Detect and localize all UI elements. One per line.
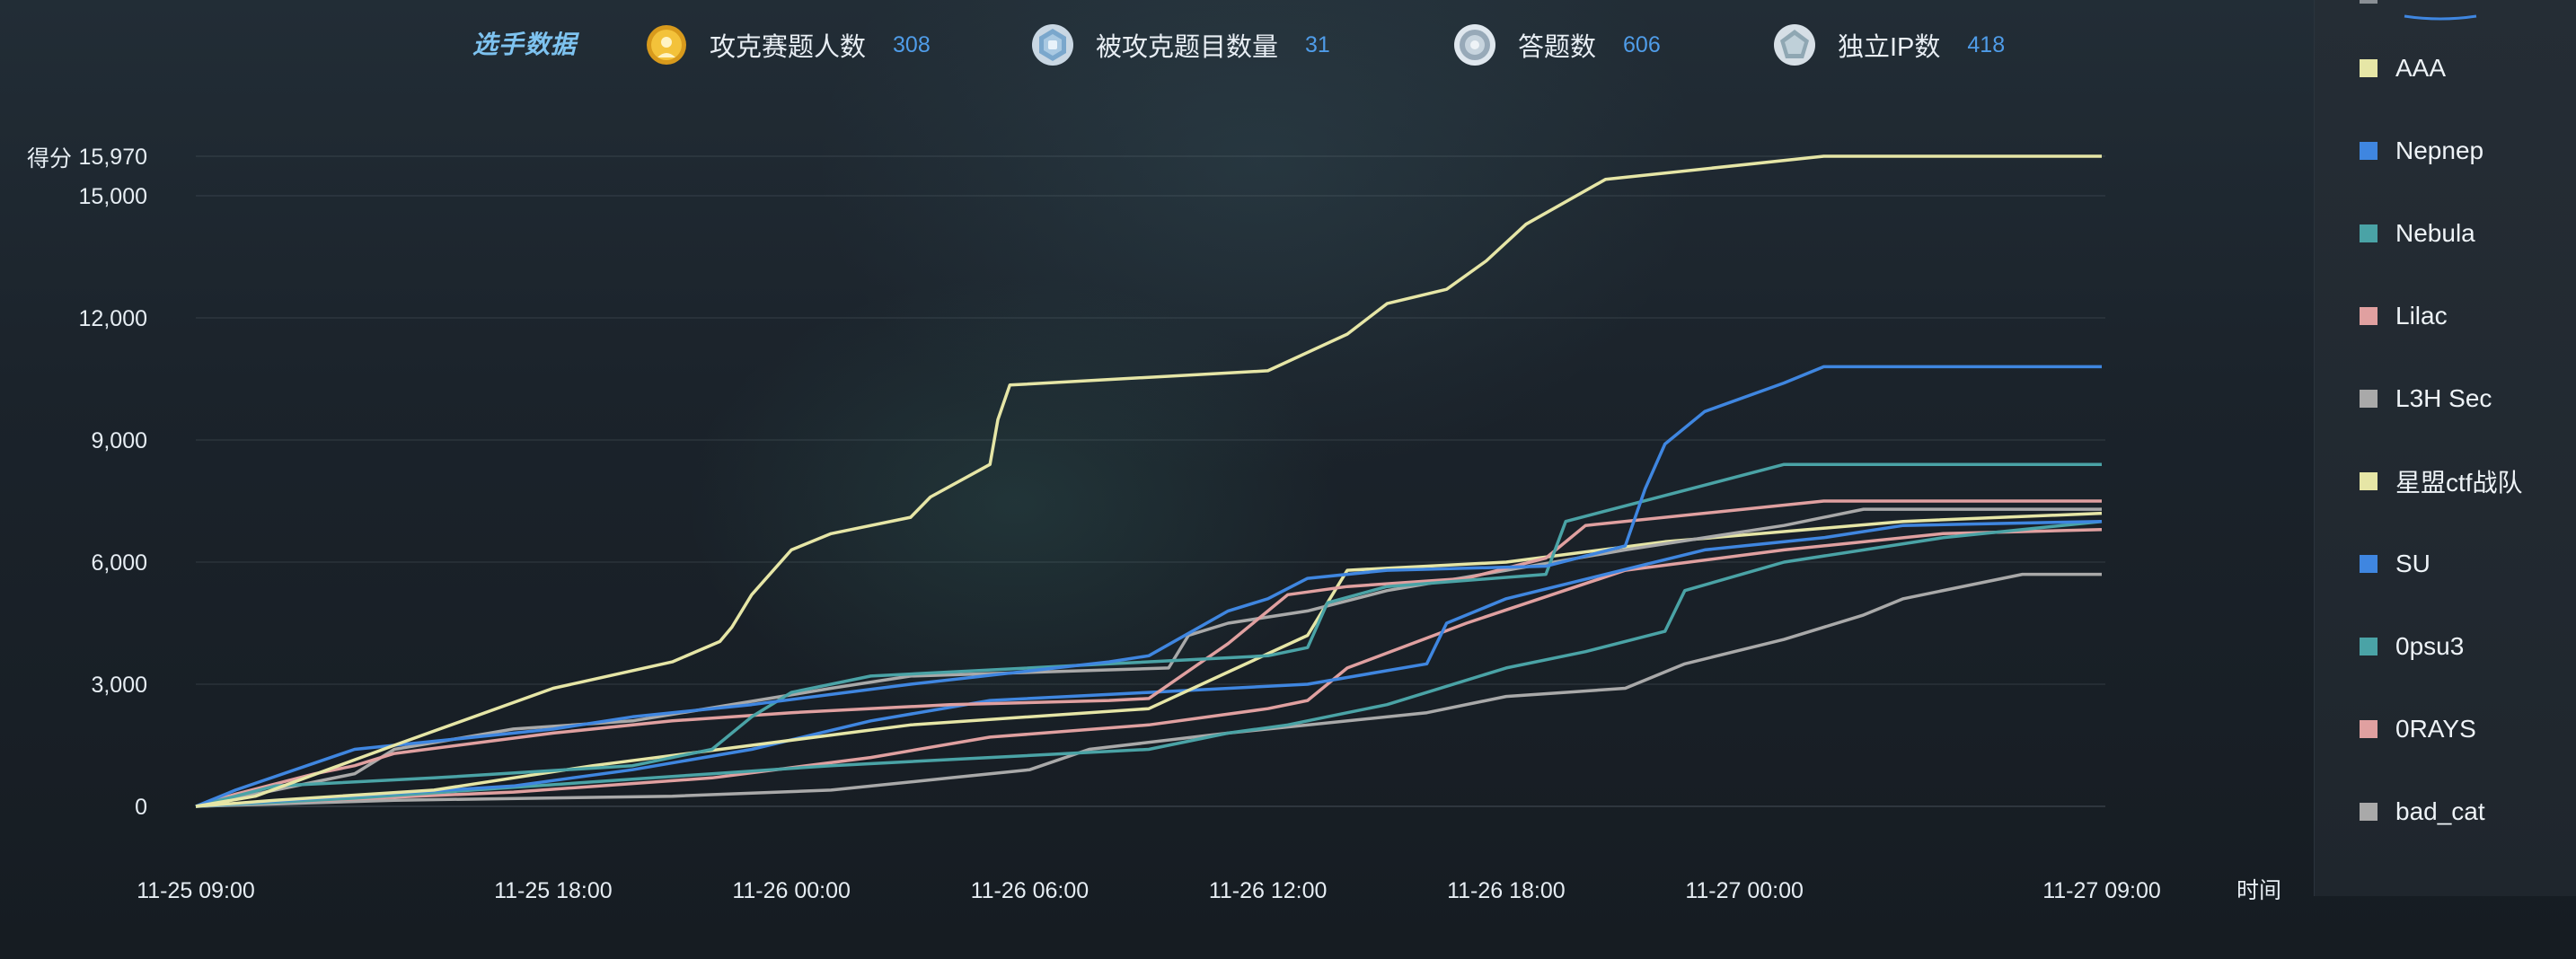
legend-swatch [2360, 720, 2378, 738]
stat-value: 606 [1623, 31, 1661, 57]
series-line-星盟ctf战队 [195, 511, 2103, 808]
y-tick-label: 9,000 [91, 428, 147, 453]
series-line-AAA [195, 154, 2102, 808]
stat-answers: 答题数 606 [1453, 20, 1661, 70]
y-tick-label: 3,000 [91, 673, 147, 698]
legend-label: Nebula [2395, 219, 2475, 247]
stat-label: 答题数 [1518, 33, 1597, 62]
series-line-Lilac [195, 499, 2102, 808]
stat-value: 418 [1967, 31, 2006, 57]
pentagon-badge-icon [1774, 24, 1815, 66]
stats-title: 选手数据 [472, 31, 578, 58]
x-tick-label: 11-26 06:00 [971, 878, 1090, 903]
chart-series [195, 154, 2103, 808]
x-tick-label: 11-27 09:00 [2042, 878, 2161, 903]
gold-medal-icon [647, 25, 686, 65]
legend-label: Lilac [2395, 302, 2448, 330]
stat-solvers: 攻克赛题人数 308 [645, 20, 931, 70]
y-axis-label: 得分 [27, 146, 72, 172]
series-line-bad_cat [195, 572, 2102, 808]
legend-item[interactable]: bad_cat [2360, 794, 2485, 830]
series-line-Nepnep [195, 365, 2102, 808]
legend-label: L3H Sec [2395, 384, 2492, 412]
y-tick-label: 12,000 [79, 306, 147, 331]
legend-swatch [2360, 472, 2378, 490]
legend-item[interactable]: Nepnep [2360, 133, 2483, 169]
series-line-Nebula [195, 462, 2102, 808]
stat-label: 被攻克题目数量 [1096, 33, 1279, 62]
x-axis-label: 时间 [2236, 878, 2281, 903]
y-tick-label: 15,970 [79, 145, 147, 170]
score-line-chart: 0 3,000 6,000 9,000 12,000 15,000 15,970 11-25 … [27, 145, 2281, 903]
legend-label: Nepnep [2395, 136, 2484, 164]
legend-item[interactable]: L3H Sec [2360, 381, 2492, 417]
x-tick-label: 11-26 18:00 [1447, 878, 1566, 903]
legend-panel: AAA Nepnep Nebula Lilac L3H Sec 星盟ctf战队 SU 0psu… [2314, 0, 2576, 896]
legend-swatch [2360, 638, 2378, 655]
legend-item[interactable]: 0psu3 [2360, 629, 2464, 664]
legend-scroll-indicator [2360, 0, 2477, 21]
x-tick-label: 11-26 12:00 [1209, 878, 1328, 903]
stat-unique-ips: 独立IP数 418 [1773, 20, 2005, 70]
legend-item[interactable]: Lilac [2360, 298, 2448, 334]
legend-swatch [2360, 142, 2378, 160]
legend-swatch [2360, 307, 2378, 325]
legend-item[interactable]: Nebula [2360, 216, 2475, 251]
y-tick-label: 0 [135, 795, 147, 820]
stats-bar: 选手数据 攻克赛题人数 308 被攻克题目数量 31 答题数 606 [0, 0, 2299, 90]
chart-axis-ticks: 0 3,000 6,000 9,000 12,000 15,000 15,970 11-25 … [79, 145, 2161, 903]
series-line-0RAYS [195, 527, 2103, 808]
x-tick-label: 11-26 00:00 [732, 878, 851, 903]
legend-label: 0RAYS [2395, 715, 2476, 743]
gear-badge-icon [1454, 24, 1495, 66]
legend-swatch [2360, 555, 2378, 573]
series-line-0psu3 [195, 519, 2103, 808]
stat-solved-challenges: 被攻克题目数量 31 [1031, 20, 1330, 70]
stat-value: 31 [1305, 31, 1330, 57]
x-tick-label: 11-25 09:00 [137, 878, 255, 903]
x-tick-label: 11-25 18:00 [494, 878, 613, 903]
legend-swatch [2360, 224, 2378, 242]
legend-label: 星盟ctf战队 [2395, 469, 2523, 497]
series-line-SU [195, 519, 2103, 808]
y-tick-label: 15,000 [79, 184, 147, 209]
x-tick-label: 11-27 00:00 [1685, 878, 1804, 903]
series-line-L3H Sec [195, 507, 2102, 808]
legend-item[interactable]: AAA [2360, 50, 2446, 86]
legend-label: bad_cat [2395, 797, 2485, 825]
stat-label: 攻克赛题人数 [710, 33, 867, 62]
chart-gridlines [196, 155, 2105, 807]
legend-item[interactable]: 0RAYS [2360, 711, 2476, 747]
legend-label: AAA [2395, 54, 2447, 82]
legend-swatch [2360, 59, 2378, 77]
legend-swatch [2360, 803, 2378, 821]
legend-label: 0psu3 [2395, 632, 2465, 660]
hexagon-badge-icon [1032, 24, 1073, 66]
legend-item[interactable]: SU [2360, 546, 2430, 582]
y-tick-label: 6,000 [91, 550, 147, 576]
legend-label: SU [2395, 550, 2430, 577]
stat-value: 308 [893, 31, 931, 57]
stat-label: 独立IP数 [1838, 33, 1941, 62]
legend-swatch [2360, 390, 2378, 408]
legend-item[interactable]: 星盟ctf战队 [2360, 463, 2523, 499]
